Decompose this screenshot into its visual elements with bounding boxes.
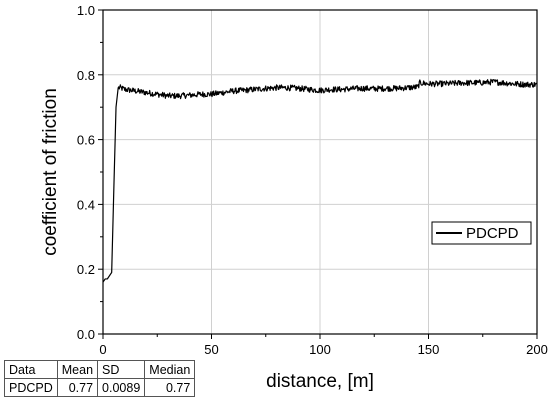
y-tick-label: 0.4 — [77, 197, 95, 212]
y-tick-label: 0.2 — [77, 262, 95, 277]
stats-header-median: Median — [144, 360, 196, 379]
stats-header-sd: SD — [97, 360, 146, 379]
stats-value-mean: 0.77 — [56, 378, 99, 397]
stats-value-sd: 0.0089 — [97, 378, 146, 397]
stats-table: Data Mean SD Median PDCPD 0.77 0.0089 0.… — [4, 360, 196, 397]
legend-box — [431, 221, 532, 245]
grid — [103, 10, 537, 334]
axis-ticks — [98, 9, 538, 339]
stats-value-median: 0.77 — [144, 378, 196, 397]
stats-header-data: Data — [4, 360, 58, 379]
x-tick-labels: 0 50 100 150 200 — [99, 342, 547, 357]
stats-value-data: PDCPD — [4, 378, 58, 397]
x-tick-label: 200 — [526, 342, 548, 357]
stats-header-mean: Mean — [56, 360, 99, 379]
legend-label-pdcpd: PDCPD — [466, 225, 519, 242]
series-line-pdcpd — [102, 78, 538, 283]
x-tick-label: 150 — [418, 342, 440, 357]
x-tick-label: 0 — [99, 342, 106, 357]
y-axis-title: coefficient of friction — [40, 88, 61, 256]
stats-header-row: Data Mean SD Median — [4, 360, 196, 379]
y-tick-label: 0.8 — [77, 68, 95, 83]
x-tick-label: 50 — [204, 342, 218, 357]
stats-value-row: PDCPD 0.77 0.0089 0.77 — [4, 378, 196, 397]
y-tick-labels: 0.0 0.2 0.4 0.6 0.8 1.0 — [77, 3, 95, 342]
series-group — [102, 78, 538, 283]
x-axis-title: distance, [m] — [266, 371, 374, 392]
legend: PDCPD — [431, 221, 532, 245]
y-tick-label: 0.6 — [77, 133, 95, 148]
y-tick-label: 0.0 — [77, 327, 95, 342]
y-tick-label: 1.0 — [77, 3, 95, 18]
x-tick-label: 100 — [309, 342, 331, 357]
